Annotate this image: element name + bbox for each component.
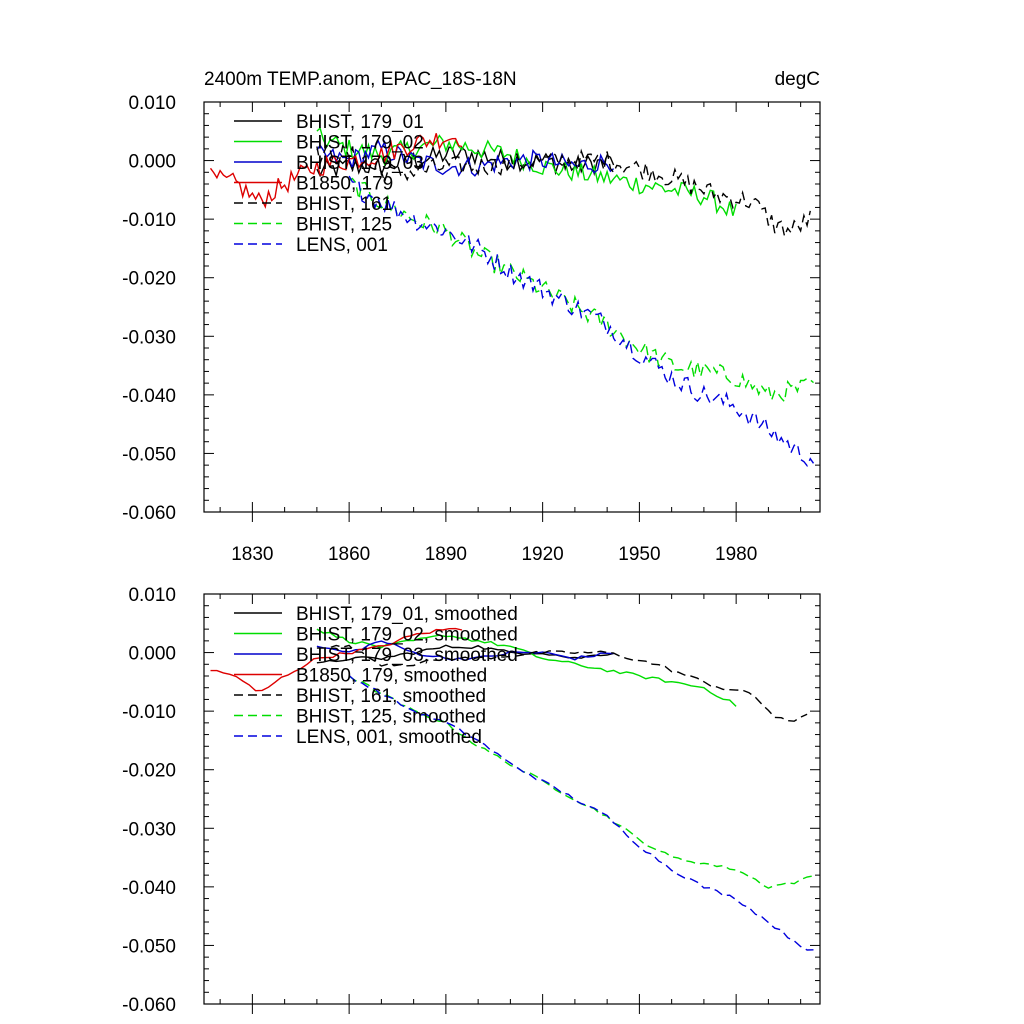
legend-label: LENS, 001 [296,235,388,256]
y-tick-label: -0.030 [122,327,176,348]
y-tick-label: -0.040 [122,878,176,899]
y-tick-label: 0.000 [128,644,176,665]
x-tick-label: 1950 [618,544,660,565]
series-line-4 [210,627,463,692]
legend-label: B1850, 179, smoothed [296,666,487,687]
legend-label: BHIST, 179_02 [296,133,424,154]
legend-label: BHIST, 179_03, smoothed [296,645,518,666]
units-label: degC [775,69,820,90]
legend-label: LENS, 001, smoothed [296,727,482,748]
y-tick-label: -0.030 [122,819,176,840]
y-tick-label: -0.020 [122,269,176,290]
y-tick-label: -0.060 [122,503,176,524]
x-tick-label: 1980 [715,544,757,565]
y-tick-label: -0.060 [122,995,176,1016]
legend-label: BHIST, 161 [296,194,392,215]
y-tick-label: -0.010 [122,210,176,231]
plot-frame [203,101,821,513]
y-tick-label: -0.020 [122,761,176,782]
series-line-5 [316,644,808,722]
x-tick-label: 1920 [521,544,563,565]
y-tick-label: 0.000 [128,152,176,173]
series-line-3 [316,640,614,661]
series-line-5 [316,144,811,239]
legend-label: BHIST, 125 [296,215,392,236]
series-line-2 [316,628,737,707]
x-tick-label: 1890 [425,544,467,565]
y-tick-label: -0.010 [122,702,176,723]
chart-title: 2400m TEMP.anom, EPAC_18S-18N [204,69,517,90]
plot-frame [203,593,821,1005]
legend-label: BHIST, 125, smoothed [296,707,486,728]
series-line-7 [348,175,815,468]
y-tick-label: 0.010 [128,585,176,606]
series-line-2 [316,126,737,217]
legend-label: BHIST, 179_01 [296,112,424,133]
series-line-7 [348,674,814,951]
legend-label: BHIST, 161, smoothed [296,686,486,707]
x-tick-label: 1860 [328,544,370,565]
series-line-4 [209,133,463,209]
y-tick-label: 0.010 [128,93,176,114]
legend-label: BHIST, 179_03 [296,153,424,174]
y-tick-label: -0.050 [122,936,176,957]
x-tick-label: 1830 [231,544,273,565]
y-tick-label: -0.040 [122,386,176,407]
series-line-6 [348,177,814,404]
top-panel: 0.010 0.000 -0.010 -0.020 -0.030 -0.040 -0.050… [122,93,821,565]
legend-label: BHIST, 179_01, smoothed [296,604,518,625]
bottom-panel: 0.010 0.000 -0.010 -0.020 -0.030 -0.040 -0.050… [122,585,821,1016]
y-tick-label: -0.050 [122,444,176,465]
legend-label: BHIST, 179_02, smoothed [296,625,518,646]
legend-label: B1850, 179 [296,174,393,195]
